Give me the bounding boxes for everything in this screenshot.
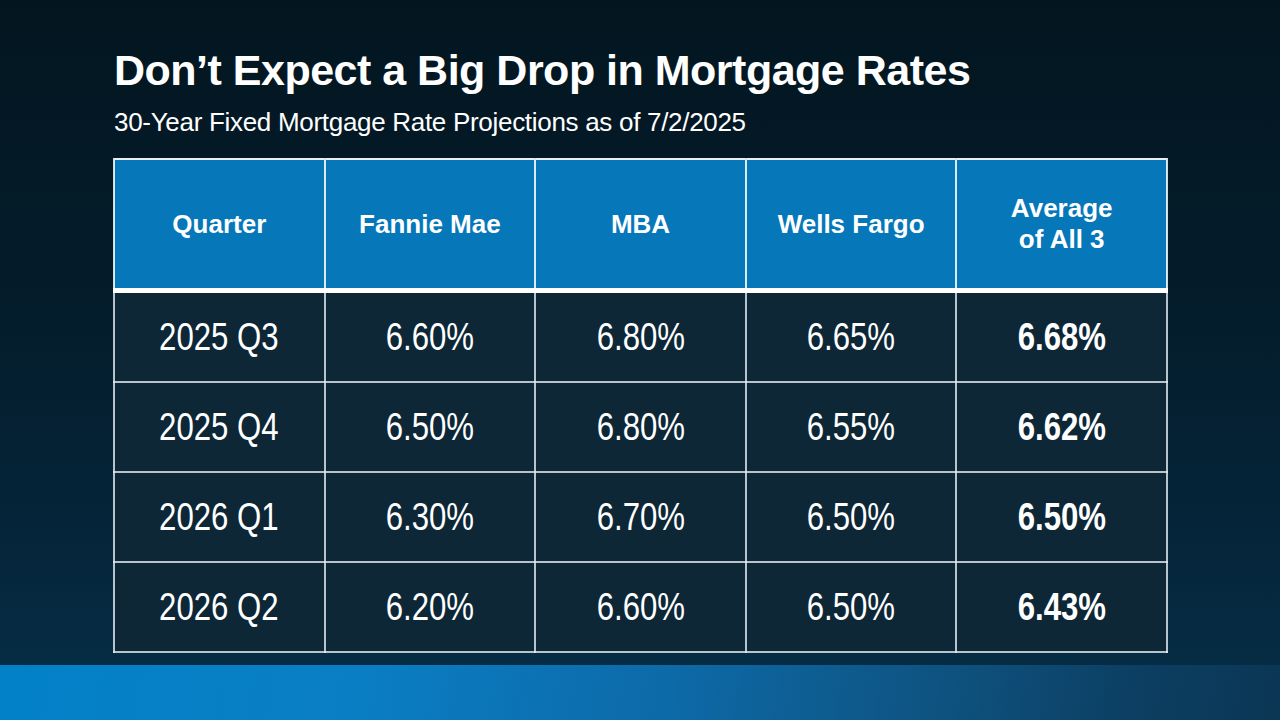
header-label: Fannie Mae [359, 209, 501, 240]
quarter-value: 2025 Q4 [160, 406, 280, 449]
quarter-value: 2026 Q2 [160, 586, 280, 629]
header-label: Quarter [172, 209, 266, 240]
rate-cell-wells-fargo: 6.50% [746, 562, 957, 652]
header-label: Average of All 3 [1011, 193, 1113, 254]
quarter-value: 2025 Q3 [160, 316, 280, 359]
slide-subtitle: 30-Year Fixed Mortgage Rate Projections … [114, 107, 746, 138]
header-label: MBA [611, 209, 670, 240]
average-cell: 6.43% [956, 562, 1167, 652]
rate-value: 6.30% [386, 496, 474, 539]
quarter-cell: 2026 Q1 [114, 472, 325, 562]
rate-value: 6.70% [596, 496, 684, 539]
header-label: Wells Fargo [778, 209, 925, 240]
mortgage-rate-projections-table: Quarter Fannie Mae MBA Wells Fargo Avera… [113, 158, 1168, 653]
average-cell: 6.50% [956, 472, 1167, 562]
rate-cell-wells-fargo: 6.50% [746, 472, 957, 562]
table-row: 2026 Q2 6.20% 6.60% 6.50% 6.43% [114, 562, 1167, 652]
rate-value: 6.20% [386, 586, 474, 629]
rate-cell-wells-fargo: 6.65% [746, 291, 957, 383]
rate-cell-mba: 6.60% [535, 562, 746, 652]
table-header-row: Quarter Fannie Mae MBA Wells Fargo Avera… [114, 159, 1167, 291]
header-cell-fannie-mae: Fannie Mae [325, 159, 536, 291]
rate-value: 6.60% [386, 316, 474, 359]
table-row: 2025 Q3 6.60% 6.80% 6.65% 6.68% [114, 291, 1167, 383]
header-cell-quarter: Quarter [114, 159, 325, 291]
rate-value: 6.80% [596, 406, 684, 449]
rate-value: 6.80% [596, 316, 684, 359]
header-cell-average: Average of All 3 [956, 159, 1167, 291]
average-cell: 6.62% [956, 382, 1167, 472]
average-value: 6.62% [1018, 406, 1106, 449]
rate-cell-mba: 6.80% [535, 291, 746, 383]
average-value: 6.50% [1018, 496, 1106, 539]
header-cell-mba: MBA [535, 159, 746, 291]
rate-cell-wells-fargo: 6.55% [746, 382, 957, 472]
rate-value: 6.50% [807, 586, 895, 629]
quarter-cell: 2025 Q4 [114, 382, 325, 472]
slide-title: Don’t Expect a Big Drop in Mortgage Rate… [114, 46, 970, 95]
average-value: 6.43% [1018, 586, 1106, 629]
rate-cell-fannie-mae: 6.50% [325, 382, 536, 472]
rate-value: 6.55% [807, 406, 895, 449]
rate-value: 6.50% [386, 406, 474, 449]
quarter-cell: 2025 Q3 [114, 291, 325, 383]
rate-value: 6.50% [807, 496, 895, 539]
average-cell: 6.68% [956, 291, 1167, 383]
rate-value: 6.60% [596, 586, 684, 629]
rate-value: 6.65% [807, 316, 895, 359]
rate-cell-fannie-mae: 6.60% [325, 291, 536, 383]
rate-cell-mba: 6.80% [535, 382, 746, 472]
table-row: 2025 Q4 6.50% 6.80% 6.55% 6.62% [114, 382, 1167, 472]
quarter-value: 2026 Q1 [160, 496, 280, 539]
rate-cell-fannie-mae: 6.20% [325, 562, 536, 652]
bottom-accent-bar [0, 665, 1280, 720]
table-row: 2026 Q1 6.30% 6.70% 6.50% 6.50% [114, 472, 1167, 562]
header-cell-wells-fargo: Wells Fargo [746, 159, 957, 291]
rate-cell-fannie-mae: 6.30% [325, 472, 536, 562]
slide: Don’t Expect a Big Drop in Mortgage Rate… [0, 0, 1280, 720]
quarter-cell: 2026 Q2 [114, 562, 325, 652]
average-value: 6.68% [1018, 316, 1106, 359]
rate-cell-mba: 6.70% [535, 472, 746, 562]
